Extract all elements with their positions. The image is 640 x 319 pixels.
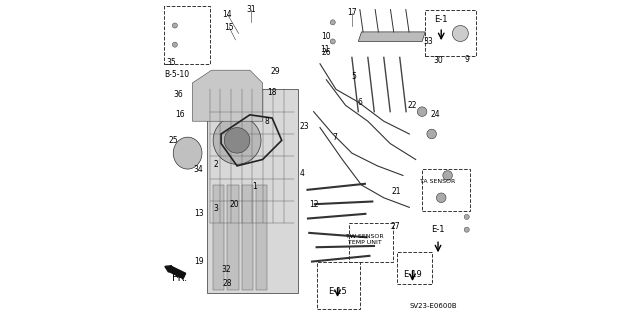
Text: 4: 4 xyxy=(300,169,305,178)
Circle shape xyxy=(330,20,335,25)
Text: TA SENSOR: TA SENSOR xyxy=(420,179,456,184)
Text: E-1: E-1 xyxy=(435,15,448,24)
Text: 14: 14 xyxy=(223,10,232,19)
Bar xyxy=(317,262,360,309)
Text: 27: 27 xyxy=(390,222,400,231)
Text: 7: 7 xyxy=(332,133,337,142)
Text: E-1: E-1 xyxy=(431,225,445,234)
Text: 10: 10 xyxy=(321,32,331,41)
Bar xyxy=(422,169,470,211)
Bar xyxy=(349,223,394,262)
Text: 2: 2 xyxy=(214,160,219,169)
Circle shape xyxy=(172,23,177,28)
Text: FR.: FR. xyxy=(172,272,188,283)
Text: 19: 19 xyxy=(194,257,204,266)
Bar xyxy=(397,252,431,284)
Polygon shape xyxy=(242,185,253,290)
Text: 22: 22 xyxy=(408,101,417,110)
Polygon shape xyxy=(358,32,425,41)
Text: 36: 36 xyxy=(173,90,183,99)
Text: B-5-10: B-5-10 xyxy=(164,70,189,79)
Circle shape xyxy=(417,107,427,116)
Text: 12: 12 xyxy=(309,200,318,209)
Text: TW SENSOR: TW SENSOR xyxy=(346,234,383,239)
Bar xyxy=(425,10,476,56)
FancyArrow shape xyxy=(165,266,186,278)
Text: 16: 16 xyxy=(175,110,184,119)
Text: 30: 30 xyxy=(433,56,443,65)
Polygon shape xyxy=(193,70,262,121)
Circle shape xyxy=(464,214,469,219)
Ellipse shape xyxy=(173,137,202,169)
Text: 8: 8 xyxy=(265,117,269,126)
Text: 9: 9 xyxy=(464,55,469,63)
Text: 3: 3 xyxy=(214,204,219,213)
Text: 34: 34 xyxy=(194,165,204,174)
Text: 24: 24 xyxy=(430,110,440,119)
Circle shape xyxy=(464,227,469,232)
Text: 21: 21 xyxy=(392,187,401,196)
Text: 20: 20 xyxy=(229,200,239,209)
Text: E-15: E-15 xyxy=(328,287,347,296)
Bar xyxy=(164,6,210,64)
Text: 6: 6 xyxy=(357,98,362,107)
Text: 15: 15 xyxy=(224,23,234,32)
Text: 18: 18 xyxy=(268,88,277,97)
Polygon shape xyxy=(256,185,268,290)
Text: 23: 23 xyxy=(300,122,309,130)
Circle shape xyxy=(427,129,436,139)
Text: 1: 1 xyxy=(252,182,257,191)
Text: 32: 32 xyxy=(221,265,230,274)
Text: 17: 17 xyxy=(347,8,356,17)
Text: 25: 25 xyxy=(168,136,178,145)
Polygon shape xyxy=(213,185,224,290)
Circle shape xyxy=(436,193,446,203)
Circle shape xyxy=(172,42,177,47)
Circle shape xyxy=(443,171,452,180)
Text: E-19: E-19 xyxy=(403,270,422,279)
Circle shape xyxy=(224,128,250,153)
Circle shape xyxy=(330,39,335,44)
Text: 13: 13 xyxy=(194,209,204,218)
Text: 35: 35 xyxy=(167,58,177,67)
Text: 29: 29 xyxy=(271,67,280,76)
Text: 33: 33 xyxy=(424,37,433,46)
Polygon shape xyxy=(207,89,298,293)
Text: 28: 28 xyxy=(223,279,232,288)
Text: 11: 11 xyxy=(320,45,330,54)
Text: SV23-E0600B: SV23-E0600B xyxy=(410,303,457,309)
Text: 5: 5 xyxy=(351,72,356,81)
Circle shape xyxy=(213,116,261,164)
Circle shape xyxy=(452,26,468,41)
Polygon shape xyxy=(227,185,239,290)
Text: 26: 26 xyxy=(321,48,331,57)
Text: 31: 31 xyxy=(246,5,256,14)
Text: TEMP UNIT: TEMP UNIT xyxy=(348,240,381,245)
